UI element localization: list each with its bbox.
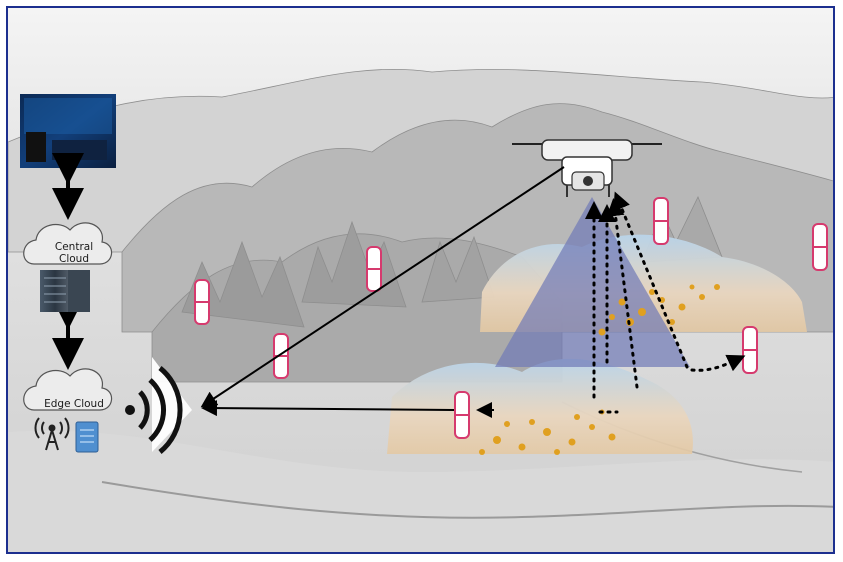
sensor-icon [194, 279, 210, 325]
wireless-signal-icon [125, 357, 192, 454]
datacenter-screen-icon [20, 94, 116, 168]
sensor-icon [653, 197, 669, 245]
server-icon [75, 421, 99, 453]
cell-tower-icon [34, 417, 70, 451]
sensor-icon [812, 223, 828, 271]
central-cloud-label: Central Cloud [36, 241, 112, 265]
sensor-icon [366, 246, 382, 292]
sensor-icon [742, 326, 758, 374]
dotted-arrow-right [690, 354, 746, 372]
drone-camera-cone [495, 197, 690, 367]
valley-floor [8, 430, 833, 552]
edge-cloud-label: Edge Cloud [44, 398, 104, 410]
central-cloud-label-line2: Cloud [59, 253, 89, 265]
fire-particles [479, 284, 720, 455]
sensor-icon [273, 333, 289, 379]
diagram-canvas [8, 8, 833, 552]
dotted-arrow-up-3 [606, 198, 639, 389]
sensor-icon [454, 391, 470, 439]
edge-cloud-icon [23, 368, 113, 411]
road [101, 481, 833, 519]
drone-to-edge-arrow [200, 166, 565, 408]
server-rack-icon [40, 270, 90, 312]
diagram-frame: Central Cloud Edge Cloud [6, 6, 835, 554]
central-cloud-label-line1: Central [54, 241, 94, 253]
central-cloud-icon [23, 222, 113, 265]
dotted-arrow-up-4 [613, 191, 689, 369]
sensor-to-edge-arrow [201, 400, 455, 417]
drone-icon [512, 139, 662, 197]
